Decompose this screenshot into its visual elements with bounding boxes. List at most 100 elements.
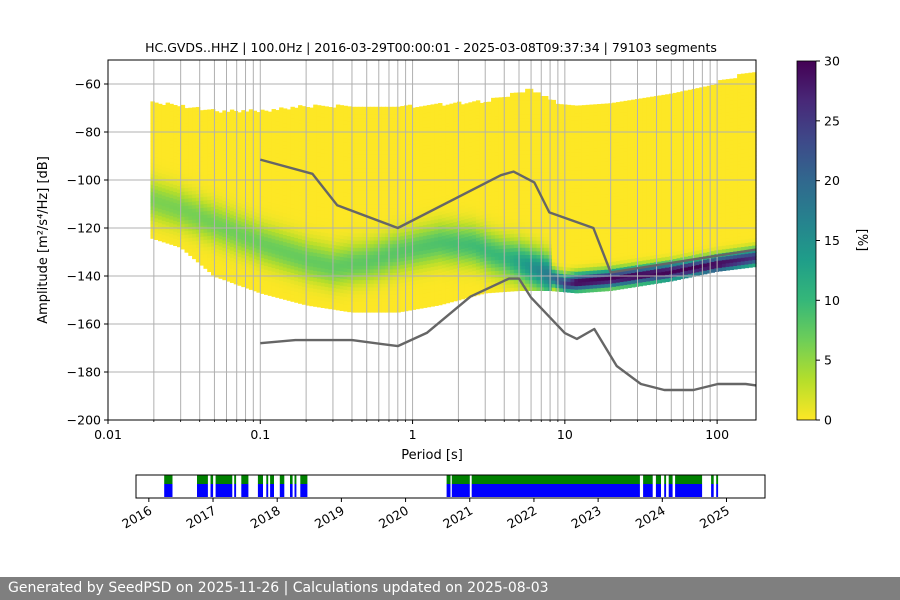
heatmap-cell (354, 121, 360, 126)
heatmap-cell (479, 207, 485, 212)
heatmap-cell (457, 191, 462, 196)
heatmap-cell (150, 141, 155, 146)
heatmap-cell (294, 251, 299, 256)
heatmap-cell (260, 210, 265, 215)
heatmap-cell (400, 174, 405, 179)
heatmap-cell (438, 121, 443, 126)
heatmap-cell (252, 251, 258, 256)
heatmap-cell (415, 204, 420, 209)
heatmap-cell (305, 258, 310, 263)
heatmap-cell (218, 148, 223, 153)
heatmap-cell (513, 243, 519, 249)
heatmap-cell (407, 270, 413, 275)
heatmap-cell (358, 168, 363, 173)
heatmap-cell (366, 146, 371, 151)
heatmap-cell (233, 125, 239, 130)
heatmap-cell (354, 240, 360, 245)
heatmap-cell (381, 250, 386, 255)
heatmap-cell (509, 211, 515, 216)
heatmap-cell (404, 267, 409, 272)
heatmap-cell (498, 180, 504, 185)
heatmap-cell (150, 184, 155, 189)
heatmap-cell (301, 278, 307, 284)
heatmap-cell (161, 144, 167, 149)
heatmap-cell (188, 248, 193, 253)
heatmap-cell (154, 174, 159, 179)
heatmap-cell (449, 280, 454, 285)
heatmap-cell (494, 180, 500, 185)
heatmap-cell (494, 209, 500, 214)
heatmap-cell (218, 188, 223, 193)
heatmap-cell (260, 278, 265, 284)
heatmap-cell (457, 137, 462, 142)
heatmap-cell (513, 218, 519, 223)
heatmap-cell (226, 277, 231, 282)
heatmap-cell (400, 268, 405, 273)
heatmap-cell (203, 113, 208, 118)
heatmap-cell (426, 180, 432, 185)
heatmap-cell (229, 167, 235, 172)
heatmap-cell (294, 204, 299, 210)
heatmap-cell (180, 180, 186, 185)
heatmap-cell (422, 246, 428, 251)
heatmap-cell (301, 282, 307, 287)
heatmap-cell (388, 106, 394, 111)
heatmap-cell (260, 116, 265, 122)
heatmap-cell (241, 124, 246, 129)
heatmap-cell (381, 207, 386, 212)
heatmap-cell (339, 155, 345, 160)
heatmap-cell (354, 279, 360, 284)
heatmap-cell (377, 153, 382, 158)
heatmap-cell (245, 259, 250, 264)
heatmap-cell (441, 228, 447, 233)
heatmap-cell (487, 180, 492, 186)
heatmap-cell (180, 119, 186, 124)
heatmap-cell (366, 297, 371, 302)
heatmap-cell (343, 195, 348, 200)
heatmap-cell (286, 156, 292, 161)
heatmap-cell (377, 121, 382, 126)
heatmap-cell (184, 115, 189, 120)
heatmap-cell (419, 228, 424, 233)
heatmap-cell (487, 274, 492, 279)
heatmap-cell (475, 157, 481, 163)
heatmap-cell (404, 209, 409, 214)
heatmap-cell (222, 128, 227, 133)
heatmap-cell (415, 128, 420, 133)
heatmap-cell (494, 245, 500, 250)
heatmap-cell (351, 160, 356, 165)
heatmap-cell (245, 118, 250, 123)
heatmap-cell (335, 115, 341, 120)
heatmap-cell (388, 182, 394, 187)
heatmap-cell (388, 186, 394, 191)
heatmap-cell (457, 245, 462, 250)
heatmap-cell (241, 113, 246, 118)
heatmap-cell (184, 194, 189, 199)
heatmap-cell (248, 228, 254, 233)
heatmap-cell (248, 170, 254, 175)
heatmap-cell (290, 211, 295, 216)
heatmap-cell (419, 289, 424, 295)
heatmap-cell (347, 203, 352, 208)
heatmap-cell (460, 205, 466, 210)
heatmap-cell (415, 146, 420, 151)
heatmap-cell (260, 214, 265, 219)
heatmap-cell (211, 224, 216, 229)
heatmap-cell (479, 110, 485, 115)
heatmap-cell (161, 195, 167, 200)
heatmap-cell (472, 245, 477, 250)
heatmap-cell (195, 258, 201, 263)
heatmap-cell (316, 126, 322, 131)
heatmap-cell (161, 151, 167, 157)
heatmap-cell (381, 150, 386, 155)
heatmap-cell (404, 109, 409, 114)
heatmap-cell (309, 168, 314, 174)
heatmap-cell (237, 137, 242, 142)
heatmap-cell (407, 299, 413, 304)
heatmap-cell (263, 243, 269, 249)
heatmap-cell (366, 132, 371, 137)
heatmap-cell (358, 157, 363, 162)
heatmap-cell (195, 254, 201, 259)
heatmap-cell (309, 143, 314, 148)
heatmap-cell (320, 181, 326, 186)
